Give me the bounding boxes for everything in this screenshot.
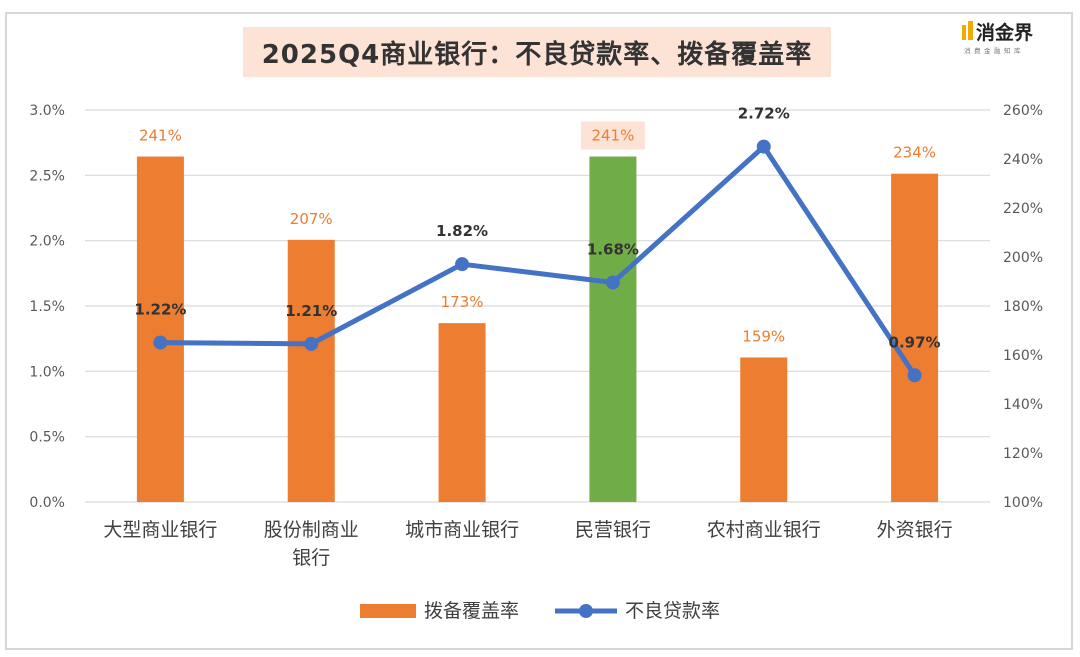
- point-npl-ratio: [907, 368, 922, 383]
- bar-provision-coverage: [891, 173, 939, 502]
- logo-tagline: 消费金融知库: [964, 47, 1024, 55]
- y-right-tick-label: 260%: [1003, 103, 1043, 119]
- data-label-coverage: 241%: [591, 127, 634, 145]
- data-label-coverage: 241%: [139, 127, 182, 145]
- point-npl-ratio: [756, 139, 771, 154]
- y-left-tick-label: 1.5%: [29, 299, 65, 315]
- y-left-tick-label: 3.0%: [29, 103, 65, 119]
- x-category-label: 外资银行: [877, 519, 953, 541]
- chart-title-box: 2025Q4商业银行：不良贷款率、拨备覆盖率: [243, 27, 831, 77]
- data-label-npl: 1.68%: [587, 240, 639, 258]
- data-label-coverage: 234%: [893, 144, 936, 162]
- bar-provision-coverage: [287, 239, 335, 502]
- x-category-label: 农村商业银行: [707, 519, 821, 541]
- y-right-tick-label: 220%: [1003, 201, 1043, 217]
- point-npl-ratio: [304, 336, 319, 351]
- bar-provision-coverage: [136, 156, 184, 503]
- x-category-label: 城市商业银行: [405, 519, 519, 541]
- y-right-tick-label: 180%: [1003, 299, 1043, 315]
- x-category-label: 银行: [292, 547, 330, 569]
- y-left-tick-label: 0.0%: [29, 495, 65, 511]
- point-npl-ratio: [605, 275, 620, 290]
- point-npl-ratio: [455, 257, 470, 272]
- y-left-tick-label: 0.5%: [29, 430, 65, 446]
- y-left-tick-label: 2.5%: [29, 168, 65, 184]
- legend-line-label: 不良贷款率: [625, 600, 720, 622]
- legend-bar-swatch: [360, 604, 416, 618]
- legend-bar-label: 拨备覆盖率: [424, 600, 519, 622]
- line-npl-ratio: [160, 144, 917, 377]
- y-right-tick-label: 120%: [1003, 446, 1043, 462]
- y-right-tick-label: 240%: [1003, 152, 1043, 168]
- x-category-label: 民营银行: [575, 519, 651, 541]
- point-npl-ratio: [153, 335, 168, 350]
- x-category-label: 股份制商业: [264, 519, 359, 541]
- y-left-tick-label: 2.0%: [29, 234, 65, 250]
- y-right-tick-label: 200%: [1003, 250, 1043, 266]
- data-label-npl: 1.21%: [285, 302, 337, 320]
- legend-line-marker: [579, 604, 593, 618]
- bar-provision-coverage: [740, 357, 788, 502]
- data-label-npl: 1.82%: [436, 222, 488, 240]
- data-label-npl: 1.22%: [134, 301, 186, 319]
- data-label-coverage: 207%: [290, 210, 333, 228]
- y-right-tick-label: 100%: [1003, 495, 1043, 511]
- logo-name: 消金界: [976, 22, 1034, 44]
- y-right-tick-label: 140%: [1003, 397, 1043, 413]
- y-left-tick-label: 1.0%: [29, 364, 65, 380]
- data-label-npl: 2.72%: [738, 105, 790, 123]
- label-highlight-bg: [580, 121, 645, 150]
- chart-title: 2025Q4商业银行：不良贷款率、拨备覆盖率: [261, 39, 813, 70]
- data-label-npl: 0.97%: [889, 333, 941, 351]
- bar-provision-coverage: [438, 323, 486, 502]
- y-right-tick-label: 160%: [1003, 348, 1043, 364]
- x-category-label: 大型商业银行: [103, 519, 217, 541]
- data-label-coverage: 159%: [742, 327, 785, 345]
- brand-logo: 消金界 消费金融知库: [962, 18, 1062, 60]
- logo-mark-icon: [962, 21, 973, 40]
- bar-provision-coverage: [589, 156, 637, 503]
- data-label-coverage: 173%: [441, 293, 484, 311]
